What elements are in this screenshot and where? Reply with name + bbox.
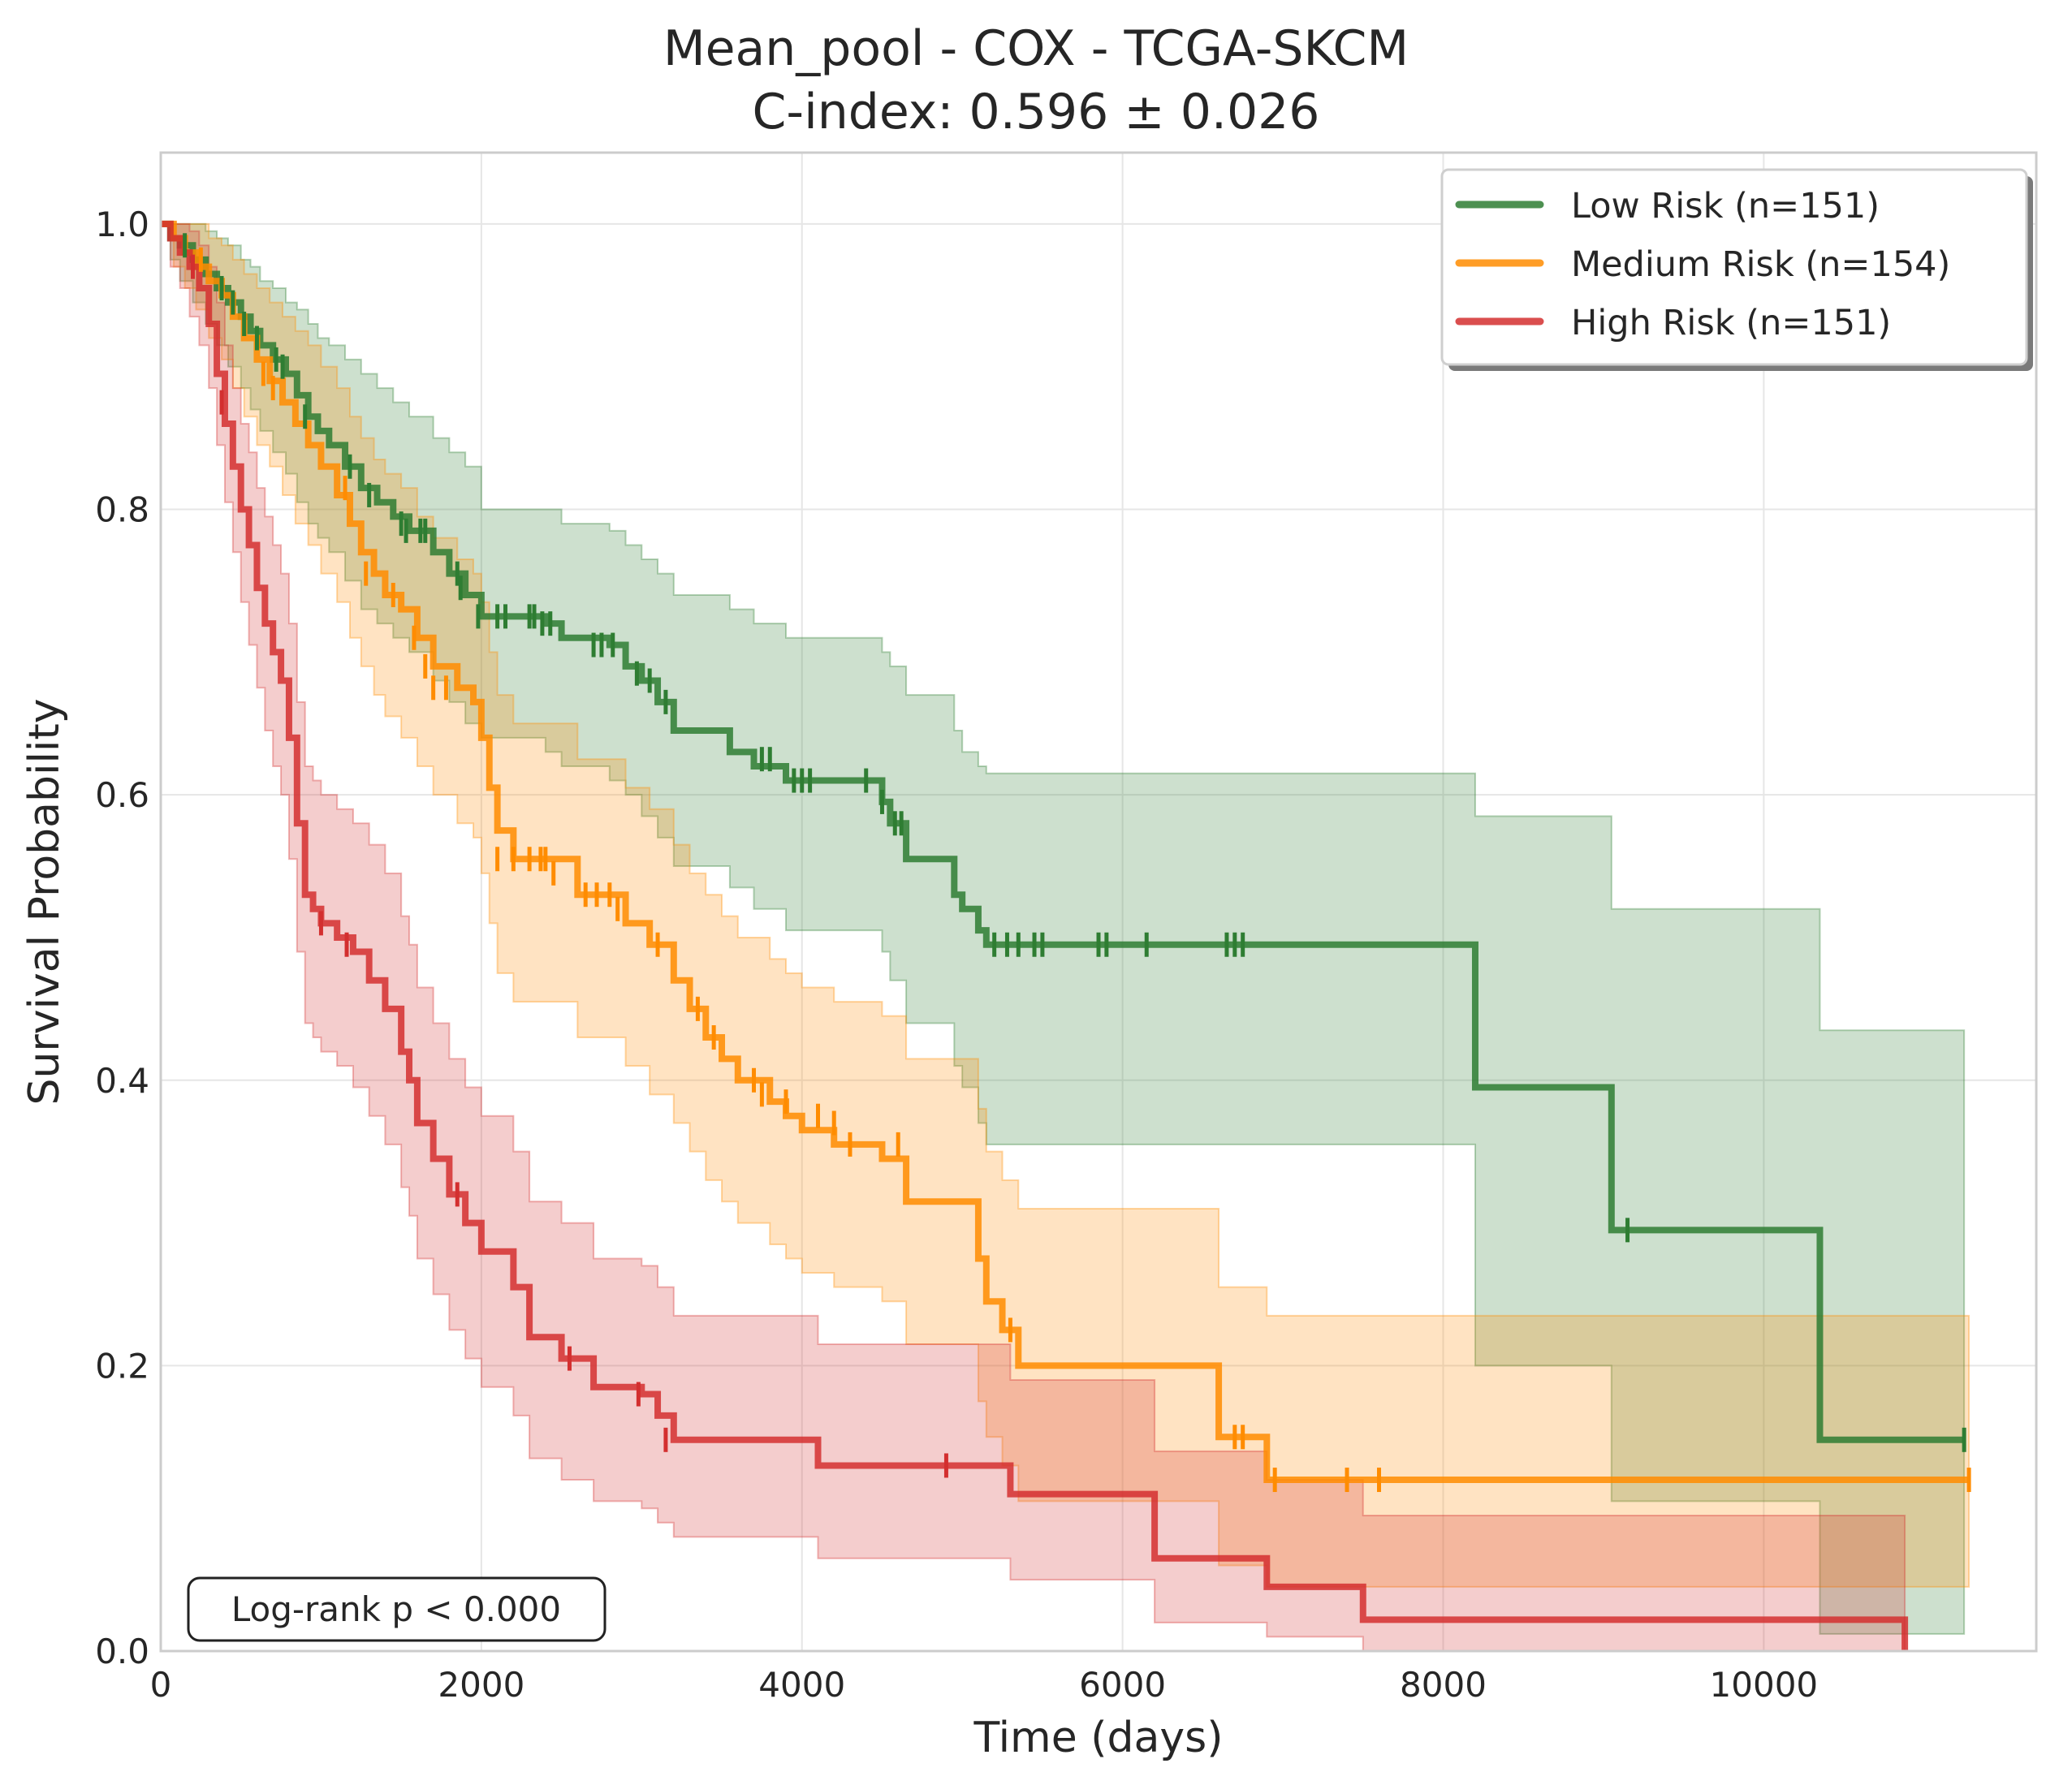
survival-line-high-risk <box>161 220 1909 1651</box>
x-axis-label: Time (days) <box>973 1714 1223 1762</box>
chart-title: Mean_pool - COX - TCGA-SKCM <box>663 20 1409 77</box>
plot-area <box>161 153 2036 1651</box>
chart-subtitle: C-index: 0.596 ± 0.026 <box>753 84 1320 140</box>
ci-band-low-risk <box>161 222 1966 1635</box>
logrank-annotation: Log-rank p < 0.000 <box>187 1576 606 1642</box>
legend: Low Risk (n=151) Medium Risk (n=154) Hig… <box>1440 168 2033 371</box>
y-axis-label: Survival Probability <box>20 698 69 1105</box>
y-tick-label: 0.2 <box>95 1346 149 1386</box>
y-tick-label: 0.0 <box>95 1632 149 1671</box>
survival-line-medium-risk <box>161 220 1970 1484</box>
logrank-annotation-box <box>187 1576 606 1642</box>
x-tick-label: 10000 <box>1710 1665 1819 1705</box>
plot-frame <box>159 151 2038 1653</box>
logrank-annotation-text: Log-rank p < 0.000 <box>231 1589 561 1629</box>
x-tick-label: 8000 <box>1400 1665 1487 1705</box>
y-tick-label: 0.4 <box>95 1061 149 1101</box>
y-tick-label: 0.6 <box>95 775 149 815</box>
legend-label-medium-risk: Medium Risk (n=154) <box>1571 244 1950 285</box>
y-tick-label: 1.0 <box>95 205 149 244</box>
censor-marks <box>183 233 1971 1493</box>
x-tick-label: 2000 <box>438 1665 524 1705</box>
y-tick-label: 0.8 <box>95 490 149 530</box>
x-tick-labels: 0 2000 4000 6000 8000 10000 <box>150 1665 1819 1705</box>
x-tick-label: 0 <box>150 1665 172 1705</box>
legend-box <box>1440 168 2028 366</box>
legend-label-low-risk: Low Risk (n=151) <box>1571 186 1880 226</box>
x-tick-label: 6000 <box>1079 1665 1166 1705</box>
legend-label-high-risk: High Risk (n=151) <box>1571 303 1891 343</box>
x-tick-label: 4000 <box>758 1665 845 1705</box>
y-tick-labels: 0.0 0.2 0.4 0.6 0.8 1.0 <box>95 205 149 1671</box>
